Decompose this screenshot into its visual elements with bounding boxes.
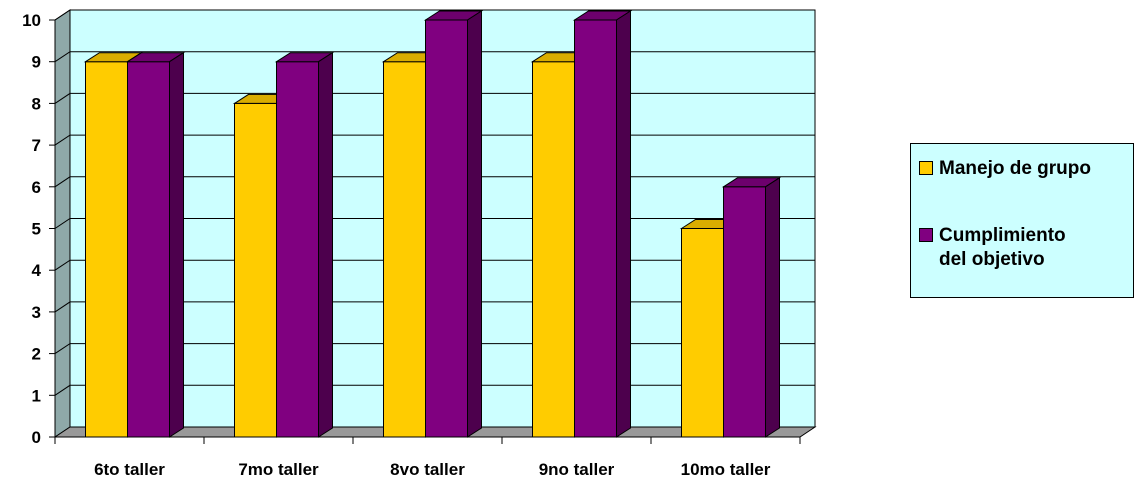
y-tick-label: 8 (32, 94, 41, 113)
bar-front (85, 61, 128, 438)
bar (423, 10, 484, 438)
bar-side (616, 10, 631, 438)
bar-side (765, 176, 780, 438)
bar-side (318, 51, 333, 438)
y-tick-label: 5 (32, 220, 41, 239)
x-category-label: 6to taller (94, 460, 165, 479)
y-tick-label: 0 (32, 428, 41, 447)
bar-front (234, 102, 277, 438)
gridline (54, 51, 815, 63)
legend-item-cumplimiento: Cumplimiento del objetivo (919, 224, 1066, 272)
legend-label: Cumplimiento del objetivo (939, 225, 1066, 270)
bar-front (532, 61, 575, 438)
y-tick-label: 3 (32, 303, 41, 322)
bar-side (467, 10, 482, 438)
axis-labels: 0 1 2 3 4 5 6 7 8 9 10 6to taller 7mo taller 8vo tall… (22, 11, 771, 479)
bar-front (425, 19, 468, 438)
y-tick-label: 4 (32, 261, 42, 280)
legend-item-manejo: Manejo de grupo (919, 157, 1091, 181)
y-tick-label: 10 (22, 11, 41, 30)
bar (572, 10, 633, 438)
y-tick-label: 9 (32, 53, 41, 72)
legend: Manejo de grupo Cumplimiento del objetiv… (910, 143, 1134, 298)
bar-front (681, 228, 724, 438)
bar (125, 51, 186, 438)
bar-side (169, 51, 184, 438)
y-tick-label: 2 (32, 345, 41, 364)
x-category-label: 8vo taller (390, 460, 465, 479)
x-category-label: 10mo taller (681, 460, 771, 479)
legend-swatch-purple (919, 228, 933, 242)
bar (274, 51, 335, 438)
bar (721, 176, 782, 438)
legend-swatch-yellow (919, 161, 933, 175)
bar-front (723, 186, 766, 438)
gridline (54, 9, 815, 21)
x-category-label: 7mo taller (238, 460, 319, 479)
y-tick-label: 7 (32, 136, 41, 155)
bar-front (574, 19, 617, 438)
x-category-label: 9no taller (539, 460, 615, 479)
bar-front (127, 61, 170, 438)
bars (83, 10, 782, 438)
bar-front (383, 61, 426, 438)
y-tick-label: 1 (32, 386, 41, 405)
bar-front (276, 61, 319, 438)
legend-label: Manejo de grupo (939, 158, 1091, 179)
y-tick-label: 6 (32, 178, 41, 197)
